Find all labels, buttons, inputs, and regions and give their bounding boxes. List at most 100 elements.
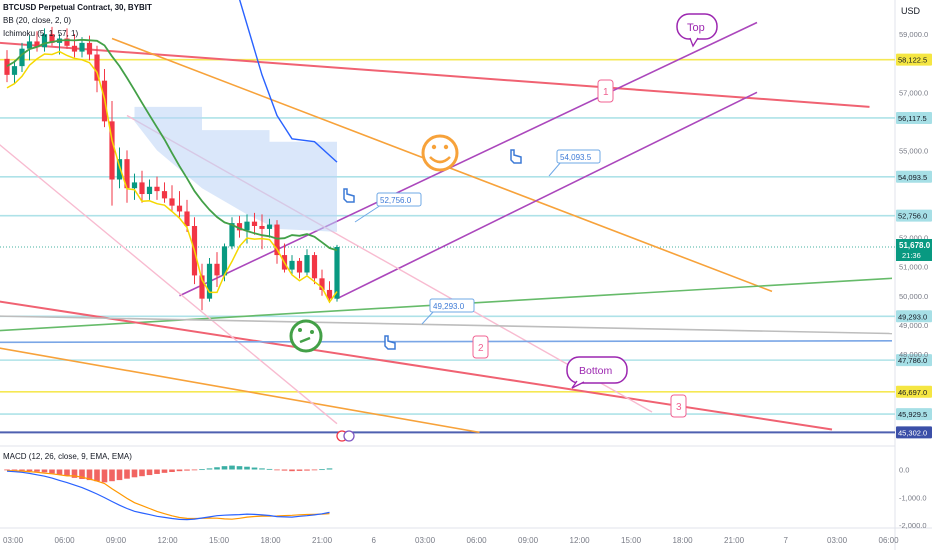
macd-legend[interactable]: MACD (12, 26, close, 9, EMA, EMA) [3, 452, 132, 461]
callout-label: 54,093.5 [560, 153, 592, 162]
macd-histogram-bar [206, 468, 213, 470]
macd-histogram-bar [236, 466, 243, 470]
level-price-tag [896, 53, 932, 66]
wave-tag [670, 394, 687, 418]
candle-body [109, 121, 115, 180]
bottom-bubble-tail [571, 380, 585, 389]
macd-histogram-bar [281, 469, 288, 471]
trend-line [0, 315, 893, 335]
level-price-label: 49,293.0 [898, 312, 927, 321]
macd-histogram-bar [139, 469, 145, 477]
cloud-fill [134, 106, 337, 232]
macd-histogram-bar [244, 466, 250, 470]
macd-histogram-bar [154, 469, 160, 474]
trend-line [336, 91, 758, 300]
bottom-bubble-label: Bottom [579, 365, 613, 377]
candle-body [214, 263, 220, 276]
candle-body [19, 48, 25, 67]
candle-body [146, 186, 153, 195]
candle-body [221, 246, 228, 276]
callout-label: 52,756.0 [380, 196, 412, 205]
candle-body [304, 255, 310, 273]
macd-histogram-bar [319, 469, 325, 471]
top-bubble-label: Top [687, 22, 705, 34]
candle-body [199, 275, 205, 299]
time-tick-label: 7 [784, 536, 789, 545]
level-price-tag [896, 170, 932, 183]
macd-histogram-bar [131, 469, 138, 478]
wave-tag-label: 3 [676, 402, 682, 413]
price-tick-label: 49,000.0 [899, 321, 928, 330]
candle-body [251, 221, 258, 226]
indicator-lines [6, 0, 338, 304]
macd-histogram-bar [191, 469, 198, 471]
currency-label[interactable]: USD [901, 6, 921, 16]
price-tick-label: 59,000.0 [899, 30, 928, 39]
macd-tick-label: 0.0 [899, 466, 909, 475]
candle-body [319, 278, 325, 290]
face-eye [310, 330, 314, 334]
callout-pointer [421, 310, 435, 325]
macd-histogram-bar [101, 469, 108, 483]
price-axis: 58,122.5 56,117.5 54,093.5 52,756.0 49,293.0… [896, 30, 932, 530]
level-price-label: 45,929.5 [898, 410, 927, 419]
level-price-label: 56,117.5 [898, 114, 927, 123]
symbol-legend[interactable]: BTCUSD Perpetual Contract, 30, BYBIT [3, 3, 152, 12]
macd-histogram-bar [304, 469, 310, 471]
price-tick-label: 50,000.0 [899, 292, 928, 301]
candle-body [259, 226, 265, 229]
macd-histogram-bar [94, 469, 100, 482]
bb-legend[interactable]: BB (20, close, 2, 0) [3, 16, 72, 25]
time-tick-label: 12:00 [158, 536, 179, 545]
symbol-title: BTCUSD Perpetual Contract, 30, BYBIT [3, 3, 152, 12]
macd-histogram-bar [274, 469, 280, 471]
candle-body [86, 42, 93, 55]
candle-body [184, 211, 190, 226]
ichimoku-legend[interactable]: Ichimoku (5, 1, 57, 1) [3, 29, 79, 38]
callout-box [556, 149, 601, 164]
macd-histogram-bar [11, 469, 18, 471]
candle-body [326, 289, 333, 299]
candle-body [34, 41, 40, 48]
current-price-label: 51,678.0 [899, 241, 931, 250]
candle-body [79, 42, 85, 52]
callout-pointer [354, 204, 382, 223]
candle-body [64, 38, 70, 46]
neutral-face-icon [289, 319, 323, 353]
macd-histogram-bar [169, 469, 175, 473]
bottom-bubble [566, 356, 628, 384]
macd-histogram-bar [184, 469, 190, 471]
time-tick-label: 15:00 [621, 536, 642, 545]
level-price-tag [896, 354, 932, 367]
time-tick-label: 12:00 [570, 536, 591, 545]
macd-histogram-bar [259, 468, 265, 470]
candle-body [11, 66, 18, 75]
ichimoku-baseline [6, 38, 338, 252]
price-tick-label: 48,000.0 [899, 350, 928, 359]
event-flag-icon [343, 430, 355, 442]
macd-panel [4, 465, 333, 521]
level-price-tag [896, 408, 932, 421]
macd-histogram-bar [176, 469, 183, 472]
macd-histogram-bar [4, 469, 10, 471]
wave-tag [597, 79, 614, 103]
macd-histogram-bar [161, 469, 168, 473]
level-price-tag [896, 385, 932, 398]
callout-box [376, 192, 422, 207]
macd-line [6, 470, 330, 521]
candle-body [311, 255, 318, 279]
candle-body [154, 186, 160, 192]
candle-body [274, 224, 280, 256]
wave-tag-label: 2 [478, 343, 484, 354]
callout-box [429, 298, 475, 313]
callout-label: 49,293.0 [433, 302, 465, 311]
macd-histogram-bar [41, 469, 48, 473]
time-tick-label: 18:00 [673, 536, 694, 545]
annotations: 54,093.5 52,756.0 49,293.0 Top Bottom 1 2 3 [289, 13, 718, 442]
time-axis: 03:00 06:00 09:00 12:00 15:00 18:00 21:00 6 03:0… [3, 536, 899, 545]
macd-histogram-bar [146, 469, 153, 476]
candle-body [296, 260, 303, 273]
candle-body [244, 221, 250, 231]
